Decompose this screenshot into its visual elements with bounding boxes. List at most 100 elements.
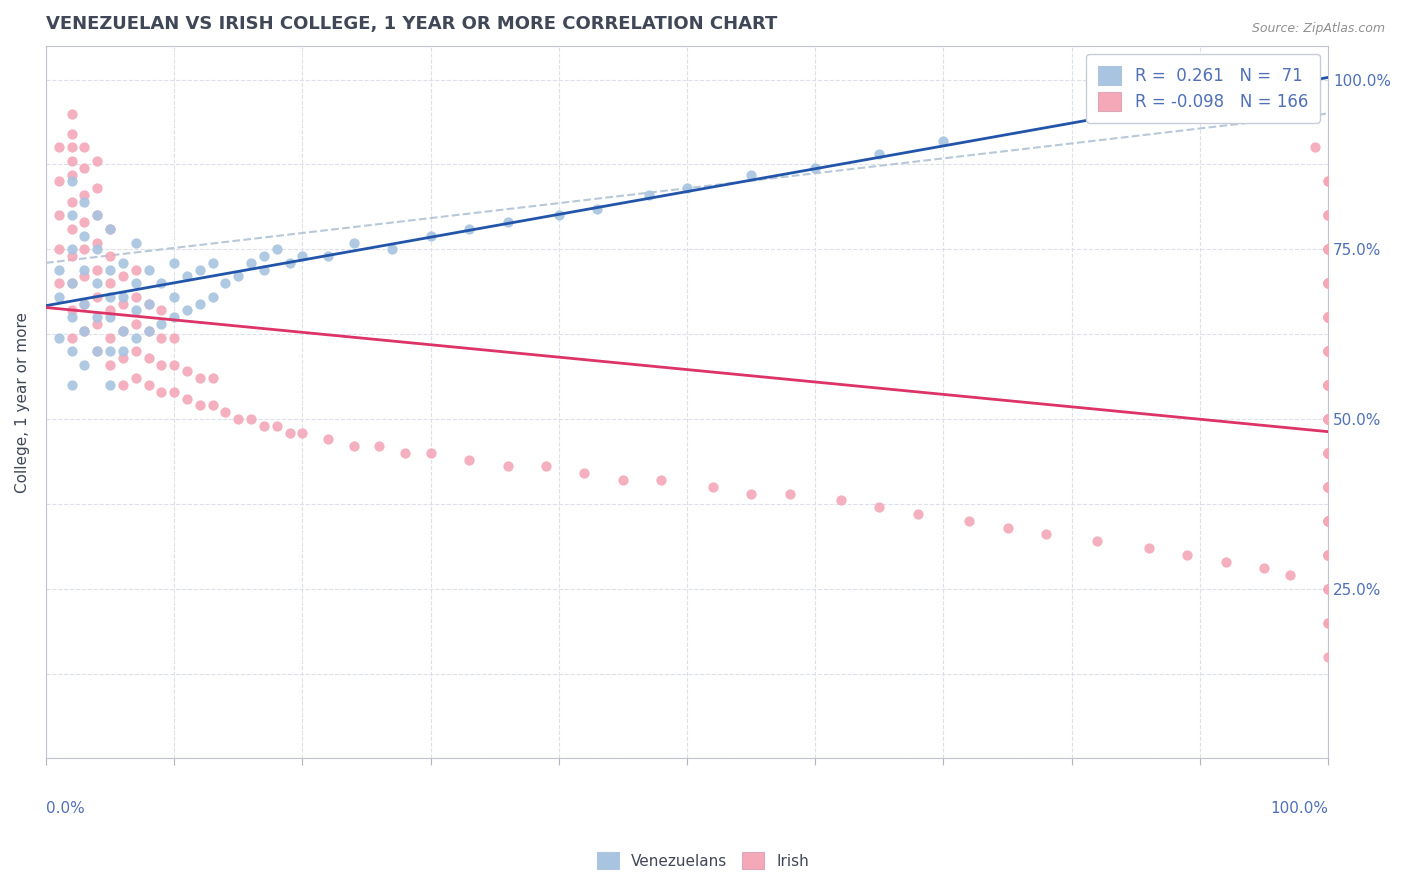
Point [1317, 514, 1340, 528]
Point [419, 228, 441, 243]
Point [98, 262, 121, 277]
Point [1317, 412, 1340, 426]
Point [73, 161, 96, 175]
Point [73, 358, 96, 372]
Point [150, 384, 173, 399]
Point [650, 473, 672, 487]
Point [1317, 480, 1340, 494]
Point [125, 371, 148, 385]
Point [48, 242, 70, 256]
Point [1317, 277, 1340, 291]
Point [1317, 480, 1340, 494]
Point [73, 228, 96, 243]
Point [1317, 514, 1340, 528]
Point [1317, 412, 1340, 426]
Point [1137, 541, 1160, 555]
Point [1317, 446, 1340, 460]
Point [214, 277, 236, 291]
Point [60, 277, 83, 291]
Point [1317, 514, 1340, 528]
Text: Source: ZipAtlas.com: Source: ZipAtlas.com [1251, 22, 1385, 36]
Point [111, 344, 134, 359]
Point [1317, 208, 1340, 222]
Point [48, 330, 70, 344]
Point [316, 249, 339, 263]
Point [1317, 344, 1340, 359]
Point [188, 296, 211, 310]
Point [226, 269, 249, 284]
Point [1317, 208, 1340, 222]
Point [86, 262, 108, 277]
Point [1317, 548, 1340, 562]
Point [702, 480, 724, 494]
Point [253, 262, 276, 277]
Point [381, 242, 404, 256]
Point [73, 269, 96, 284]
Point [278, 425, 301, 440]
Point [48, 262, 70, 277]
Point [150, 303, 173, 318]
Point [496, 215, 519, 229]
Point [201, 256, 224, 270]
Point [60, 378, 83, 392]
Point [458, 222, 481, 236]
Point [1317, 310, 1340, 325]
Point [111, 378, 134, 392]
Point [60, 168, 83, 182]
Point [1317, 310, 1340, 325]
Point [214, 405, 236, 419]
Point [1305, 140, 1327, 154]
Point [394, 446, 416, 460]
Point [60, 127, 83, 141]
Point [1317, 615, 1340, 630]
Point [86, 344, 108, 359]
Point [253, 249, 276, 263]
Point [804, 161, 827, 175]
Point [458, 452, 481, 467]
Point [176, 392, 198, 406]
Point [830, 493, 852, 508]
Point [1317, 378, 1340, 392]
Point [163, 330, 186, 344]
Point [586, 202, 609, 216]
Point [73, 262, 96, 277]
Point [201, 371, 224, 385]
Point [125, 262, 148, 277]
Point [188, 262, 211, 277]
Point [60, 154, 83, 169]
Point [932, 134, 955, 148]
Point [73, 296, 96, 310]
Point [1317, 446, 1340, 460]
Point [125, 330, 148, 344]
Point [73, 140, 96, 154]
Point [253, 418, 276, 433]
Point [1317, 344, 1340, 359]
Legend: R =  0.261   N =  71, R = -0.098   N = 166: R = 0.261 N = 71, R = -0.098 N = 166 [1087, 54, 1320, 122]
Point [868, 147, 890, 161]
Point [163, 358, 186, 372]
Point [957, 514, 980, 528]
Point [368, 439, 391, 453]
Point [1317, 412, 1340, 426]
Point [1317, 649, 1340, 664]
Point [60, 194, 83, 209]
Point [73, 242, 96, 256]
Point [48, 174, 70, 188]
Point [1317, 514, 1340, 528]
Point [1317, 310, 1340, 325]
Point [98, 290, 121, 304]
Point [86, 242, 108, 256]
Point [163, 310, 186, 325]
Point [201, 398, 224, 412]
Point [60, 303, 83, 318]
Point [60, 242, 83, 256]
Point [1317, 242, 1340, 256]
Point [1317, 514, 1340, 528]
Point [316, 433, 339, 447]
Point [138, 351, 160, 365]
Point [1317, 480, 1340, 494]
Point [1317, 548, 1340, 562]
Point [138, 324, 160, 338]
Point [1317, 344, 1340, 359]
Point [138, 296, 160, 310]
